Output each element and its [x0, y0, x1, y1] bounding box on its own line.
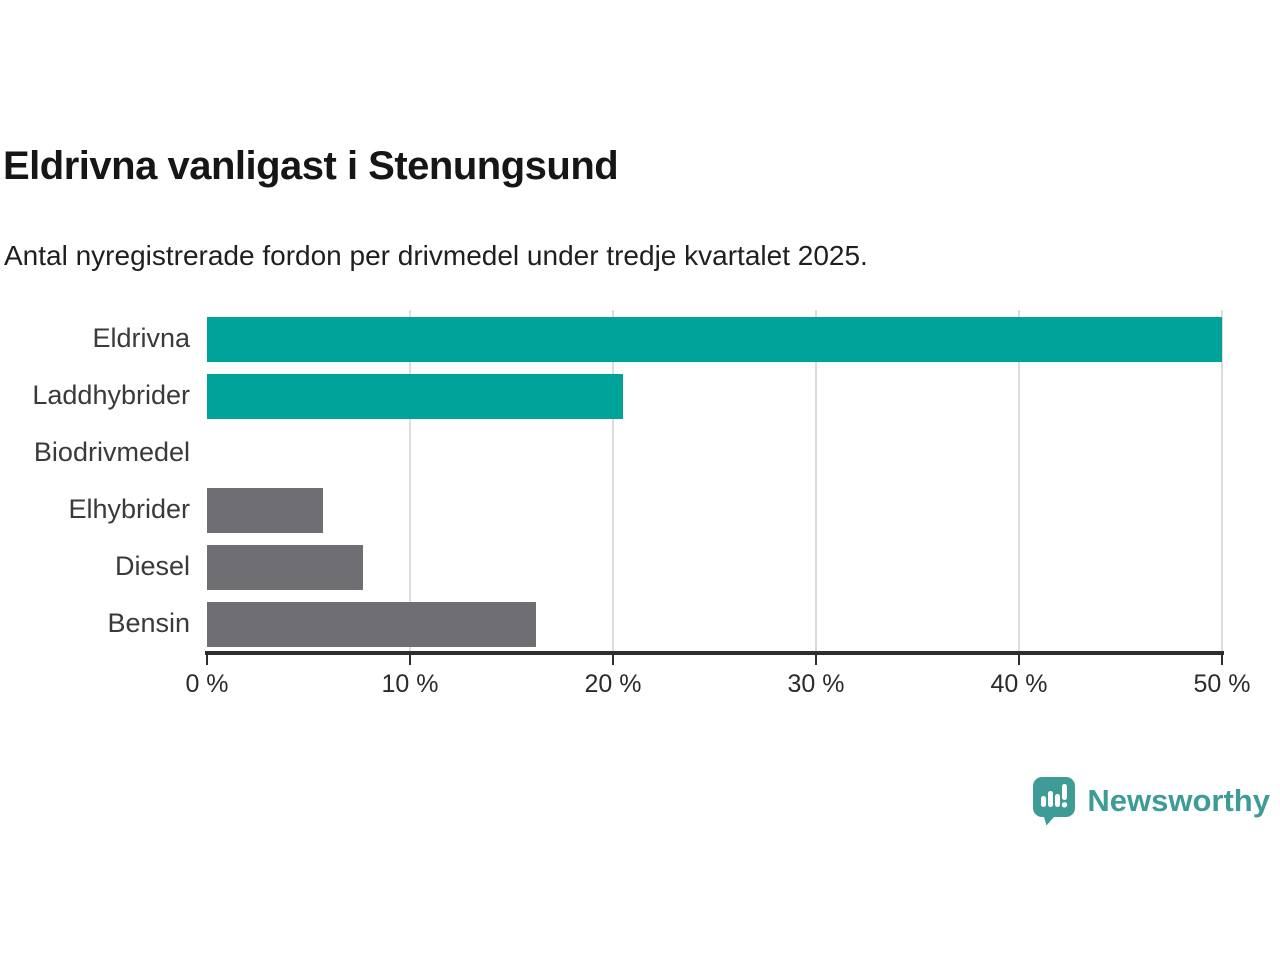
tick-label-10: 10 %	[381, 670, 439, 698]
category-label-elhybrider: Elhybrider	[68, 494, 190, 524]
chart-subtitle: Antal nyregistrerade fordon per drivmede…	[4, 240, 868, 271]
bar-bensin	[207, 602, 536, 647]
gridline-30	[815, 310, 817, 651]
category-label-biodrivmedel: Biodrivmedel	[33, 437, 190, 467]
category-label-eldrivna: Eldrivna	[92, 323, 190, 353]
category-label-bensin: Bensin	[107, 608, 190, 638]
tick-label-40: 40 %	[990, 670, 1048, 698]
category-label-laddhybrider: Laddhybrider	[32, 380, 190, 410]
tick-label-50: 50 %	[1193, 670, 1251, 698]
axis-tick-20	[612, 655, 614, 665]
tick-label-0: 0 %	[185, 670, 229, 698]
category-label-diesel: Diesel	[114, 551, 190, 581]
bar-diesel	[207, 545, 364, 590]
newsworthy-speech-bubble-chart-icon	[1032, 776, 1076, 826]
newsworthy-logo: Newsworthy	[1032, 776, 1270, 826]
bar-eldrivna	[207, 317, 1222, 362]
gridline-50	[1221, 310, 1223, 651]
axis-tick-0	[206, 655, 208, 665]
x-axis-line	[205, 651, 1224, 655]
axis-tick-40	[1018, 655, 1020, 665]
category-axis-labels: Eldrivna Laddhybrider Biodrivmedel Elhybrid…	[0, 310, 190, 652]
bar-laddhybrider	[207, 374, 624, 419]
axis-tick-30	[815, 655, 817, 665]
gridline-10	[409, 310, 411, 651]
gridline-20	[612, 310, 614, 651]
axis-tick-50	[1221, 655, 1223, 665]
axis-tick-10	[409, 655, 411, 665]
newsworthy-wordmark: Newsworthy	[1087, 783, 1270, 818]
bar-elhybrider	[207, 488, 323, 533]
bar-chart: Eldrivna Laddhybrider Biodrivmedel Elhybrid…	[0, 310, 1280, 710]
tick-label-30: 30 %	[787, 670, 845, 698]
gridline-40	[1018, 310, 1020, 651]
tick-label-20: 20 %	[584, 670, 642, 698]
plot-area	[207, 310, 1223, 651]
chart-title: Eldrivna vanligast i Stenungsund	[3, 144, 619, 188]
